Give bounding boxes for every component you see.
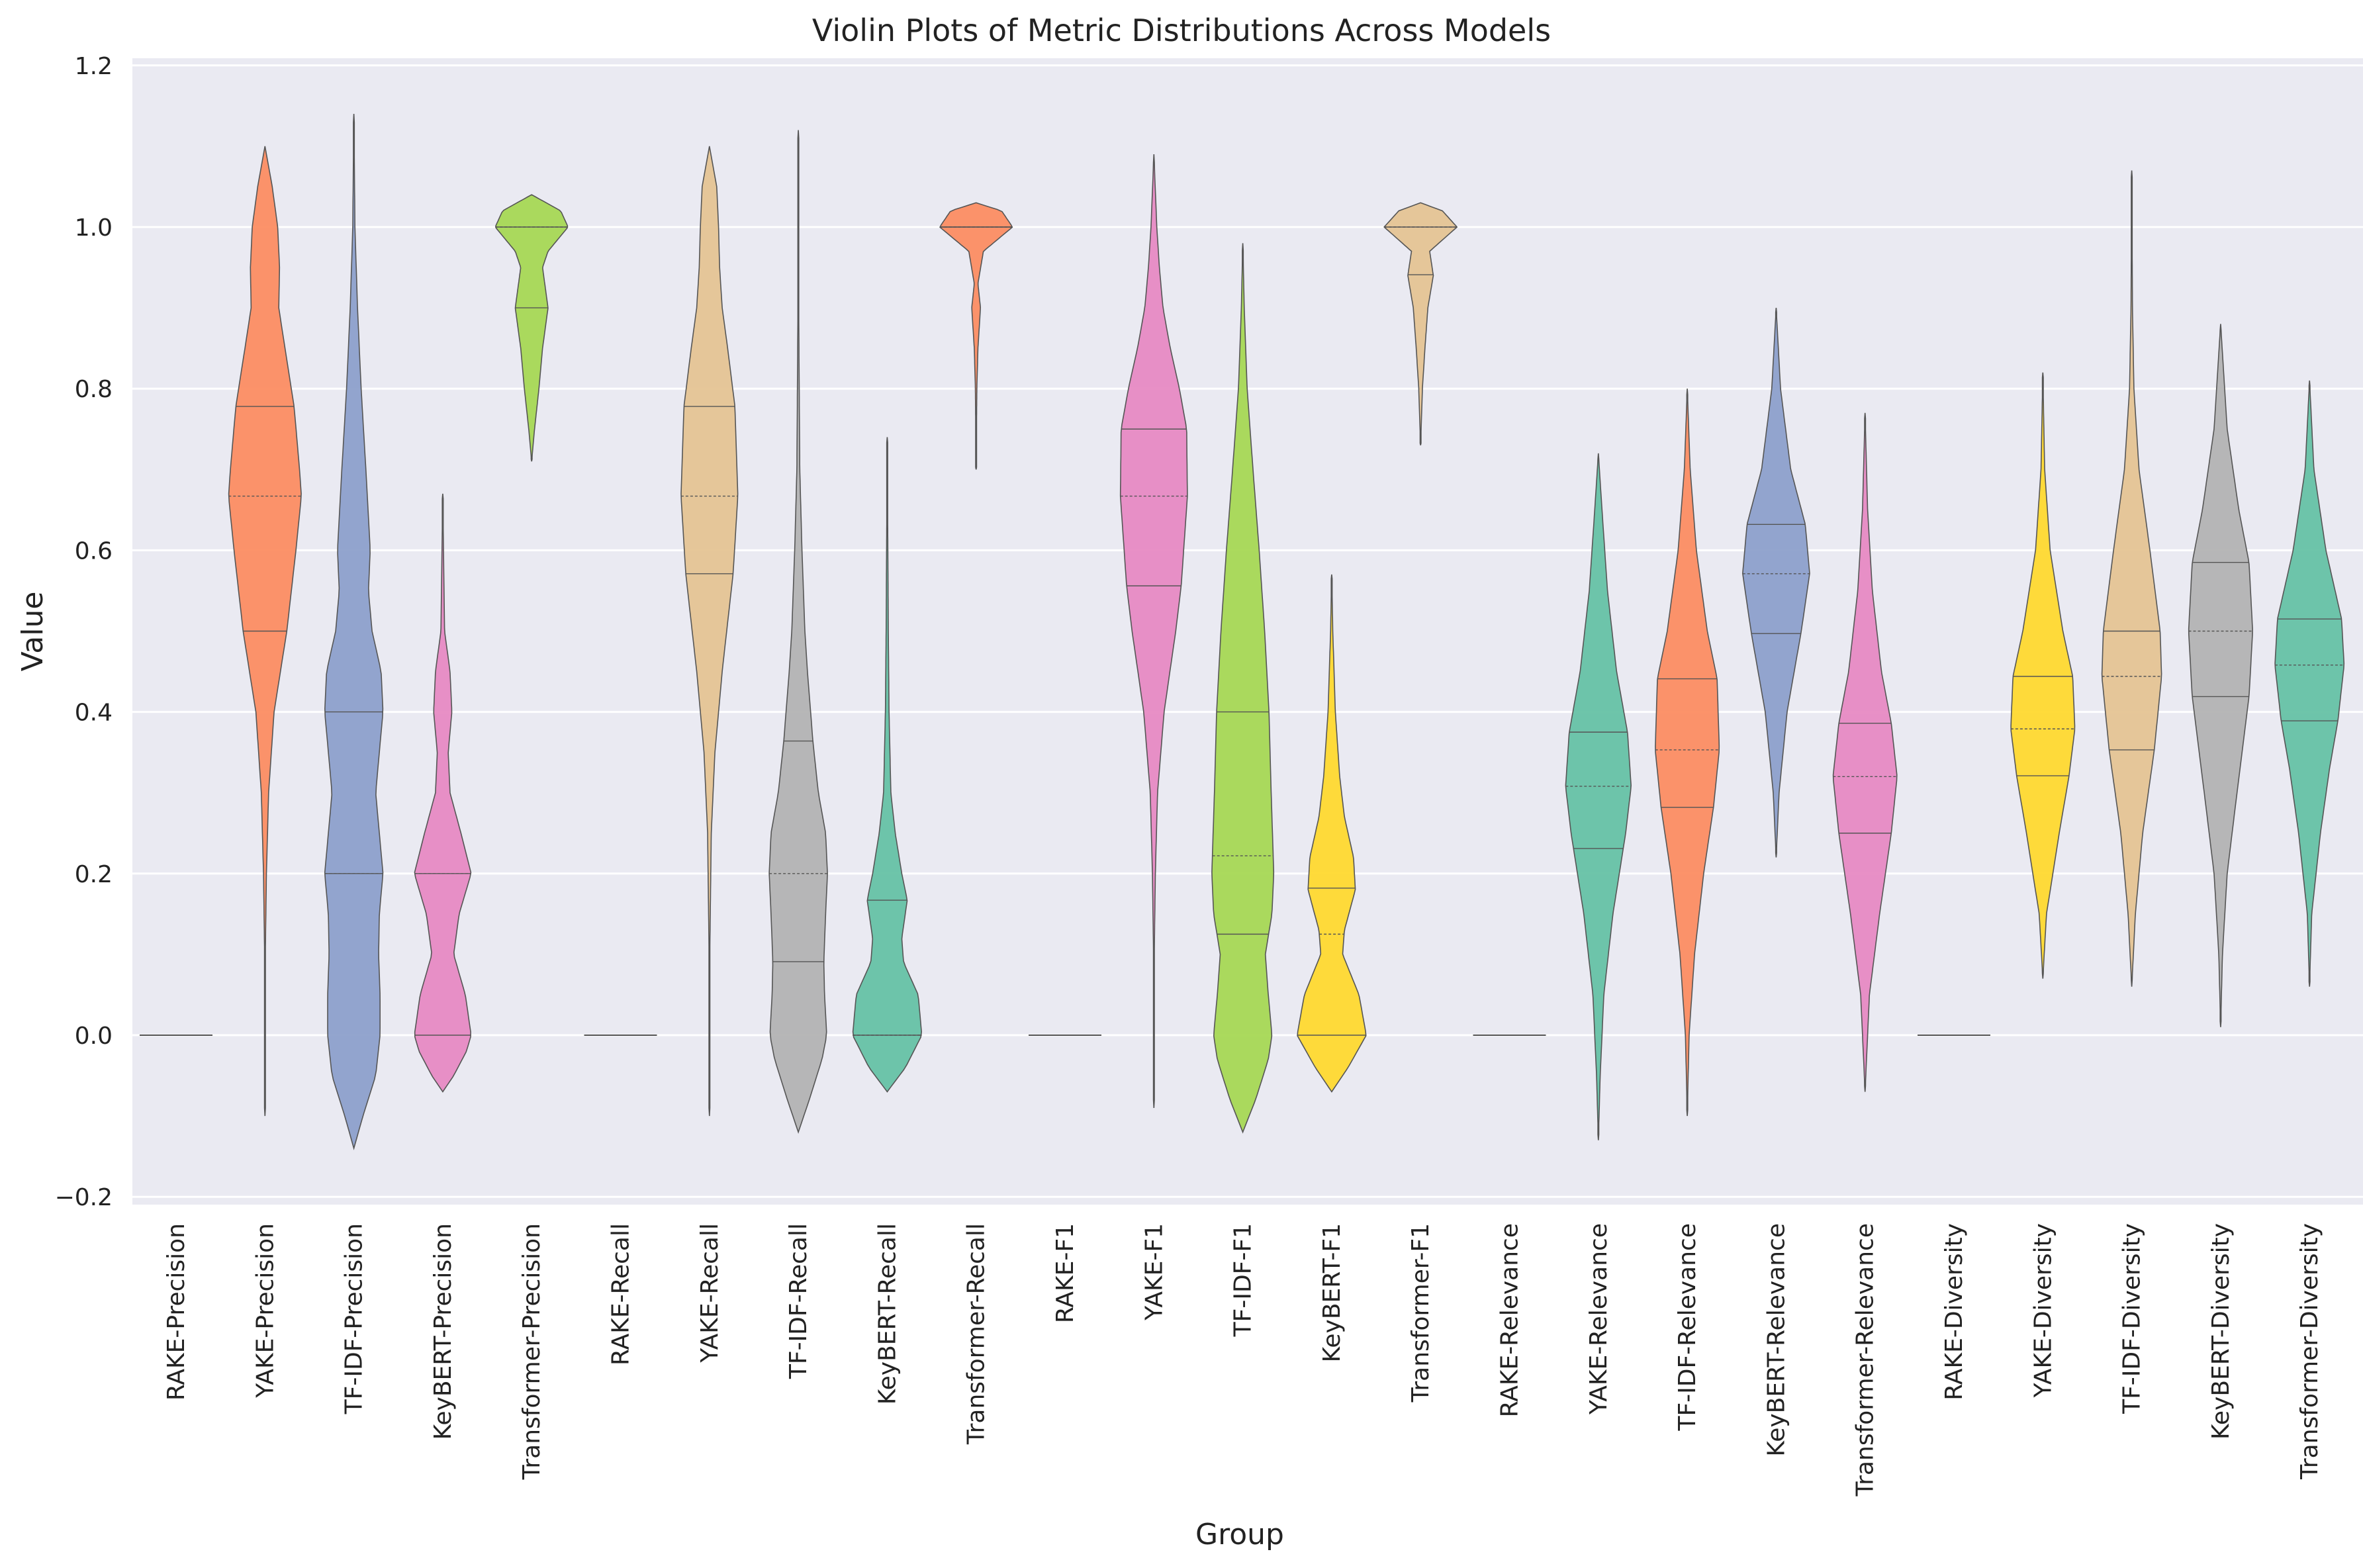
violin-body [414, 493, 472, 1093]
x-tick-label: Transformer-Precision [518, 1223, 545, 1480]
y-tick-label: 0.0 [75, 1023, 113, 1050]
y-axis-label: Value [16, 592, 50, 672]
violin-22 [2010, 372, 2076, 979]
violin-body [324, 114, 384, 1150]
violin-9 [852, 437, 923, 1093]
x-tick-label: KeyBERT-F1 [1319, 1223, 1346, 1362]
x-tick-label: YAKE-Precision [252, 1223, 279, 1399]
violin-18 [1655, 389, 1720, 1117]
violin-body [2274, 380, 2345, 987]
x-tick-label: TF-IDF-Relevance [1674, 1223, 1701, 1432]
violin-3 [324, 114, 384, 1150]
violin-body [1741, 308, 1810, 858]
x-tick-labels: RAKE-Precision YAKE-Precision TF-IDF-Preci… [163, 1223, 2323, 1497]
violin-body [2188, 324, 2253, 1027]
x-tick-label: YAKE-Diversity [2029, 1223, 2057, 1398]
x-tick-label: YAKE-Relevance [1585, 1223, 1612, 1415]
violin-body [1832, 412, 1898, 1092]
y-tick-label: 0.6 [75, 537, 113, 565]
violin-12 [1119, 154, 1188, 1108]
x-axis-label: Group [1195, 1518, 1284, 1551]
violin-body [1297, 574, 1367, 1093]
x-tick-label: TF-IDF-F1 [1230, 1223, 1257, 1337]
y-tick-label: 0.4 [75, 700, 113, 727]
violin-body [1383, 202, 1458, 445]
violin-body [852, 437, 923, 1093]
violin-4 [414, 493, 472, 1093]
violin-body [1119, 154, 1188, 1108]
violin-body [2010, 372, 2076, 979]
violin-25 [2274, 380, 2345, 987]
x-tick-label: TF-IDF-Precision [341, 1223, 368, 1414]
y-tick-label: 1.0 [75, 214, 113, 242]
y-tick-label: 0.8 [75, 376, 113, 403]
x-tick-label: Transformer-F1 [1407, 1223, 1434, 1403]
x-tick-label: YAKE-Recall [696, 1223, 723, 1363]
violin-24 [2188, 324, 2253, 1027]
x-tick-label: RAKE-F1 [1052, 1223, 1079, 1323]
x-tick-label: KeyBERT-Diversity [2207, 1223, 2235, 1440]
x-tick-label: KeyBERT-Recall [874, 1223, 901, 1405]
x-tick-label: RAKE-Precision [163, 1223, 190, 1401]
violin-body [939, 202, 1013, 470]
violin-body [1211, 243, 1275, 1134]
violin-body [768, 130, 828, 1134]
x-tick-label: TF-IDF-Recall [785, 1223, 812, 1379]
x-tick-label: YAKE-F1 [1140, 1223, 1168, 1321]
y-tick-labels: −0.2 0.0 0.2 0.4 0.6 0.8 1.0 1.2 [55, 53, 113, 1211]
chart-title: Violin Plots of Metric Distributions Acr… [812, 13, 1551, 48]
violin-20 [1832, 412, 1898, 1092]
violins [140, 114, 2345, 1150]
violin-17 [1565, 453, 1632, 1140]
x-tick-label: RAKE-Recall [608, 1223, 635, 1365]
violin-body [680, 146, 739, 1117]
x-tick-label: Transformer-Diversity [2296, 1223, 2323, 1480]
violin-23 [2101, 170, 2162, 987]
violin-13 [1211, 243, 1275, 1134]
x-tick-label: Transformer-Recall [963, 1223, 990, 1445]
violin-19 [1741, 308, 1810, 858]
y-tick-label: −0.2 [55, 1184, 113, 1211]
x-tick-label: KeyBERT-Precision [430, 1223, 457, 1440]
x-tick-label: RAKE-Relevance [1497, 1223, 1524, 1417]
x-tick-label: Transformer-Relevance [1852, 1223, 1879, 1497]
violin-15 [1383, 202, 1458, 445]
violin-7 [680, 146, 739, 1117]
y-tick-label: 1.2 [75, 53, 113, 80]
x-tick-label: TF-IDF-Diversity [2119, 1223, 2146, 1414]
violin-body [2101, 170, 2162, 987]
violin-14 [1297, 574, 1367, 1093]
violin-10 [939, 202, 1013, 470]
violin-body [1655, 389, 1720, 1117]
violin-body [495, 194, 569, 462]
x-tick-label: RAKE-Diversity [1941, 1223, 1968, 1401]
x-tick-label: KeyBERT-Relevance [1763, 1223, 1790, 1457]
y-tick-label: 0.2 [75, 861, 113, 888]
violin-2 [228, 146, 302, 1117]
violin-8 [768, 130, 828, 1134]
violin-body [1565, 453, 1632, 1140]
violin-5 [495, 194, 569, 462]
